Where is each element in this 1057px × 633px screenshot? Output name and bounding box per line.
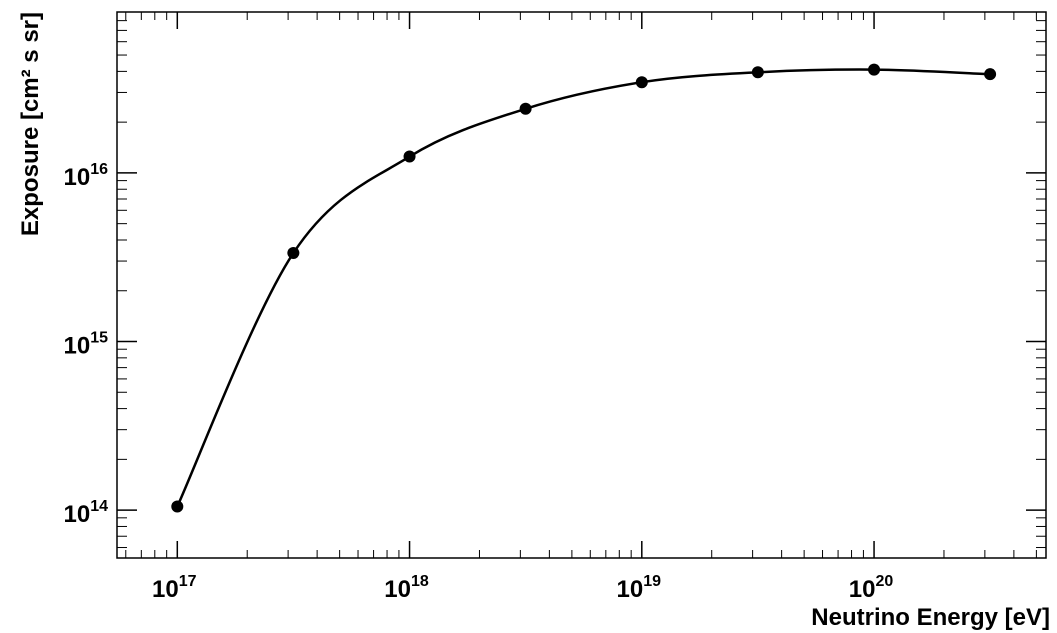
y-tick-label: 1014 [64, 498, 109, 528]
x-tick-labels: 1017 1018 1019 1020 [152, 573, 893, 603]
y-tick-labels: 1014 1015 1016 [64, 161, 109, 528]
x-tick-label: 1019 [617, 573, 662, 603]
x-axis-label: Neutrino Energy [eV] [811, 604, 1050, 631]
data-point [751, 66, 764, 79]
y-tick-label: 1015 [64, 330, 109, 360]
plot-frame [116, 11, 1047, 559]
y-tick-label: 1016 [64, 161, 109, 191]
minor-ticks [117, 11, 1046, 558]
data-point [984, 68, 997, 81]
x-tick-label: 1018 [384, 573, 429, 603]
data-point [287, 246, 300, 259]
data-point [403, 150, 416, 163]
major-ticks [117, 12, 1046, 558]
series-line [176, 68, 991, 508]
data-points [171, 63, 997, 513]
data-point [868, 63, 881, 76]
y-axis-label: Exposure [cm² s sr] [17, 12, 44, 236]
data-point [635, 76, 648, 89]
data-point [171, 500, 184, 513]
x-tick-label: 1020 [849, 573, 894, 603]
x-tick-label: 1017 [152, 573, 197, 603]
data-point [519, 102, 532, 115]
